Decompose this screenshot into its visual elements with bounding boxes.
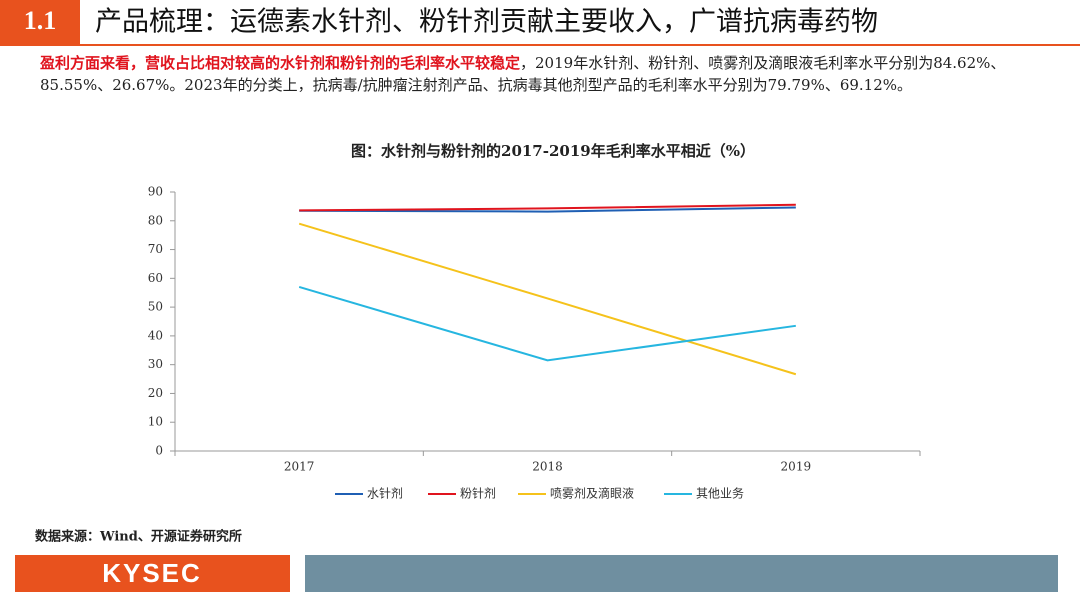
legend-label: 喷雾剂及滴眼液 — [550, 486, 634, 501]
series-line — [298, 286, 796, 362]
y-tick-label: 10 — [148, 415, 163, 429]
series-line — [298, 222, 797, 376]
paragraph: 盈利方面来看，营收占比相对较高的水针剂和粉针剂的毛利率水平较稳定，2019年水针… — [40, 52, 1050, 96]
y-tick-label: 20 — [148, 386, 163, 400]
paragraph-text: ，2019年水针剂、粉针剂、喷雾剂及滴眼液毛利率水平分别为84.62%、85.5… — [40, 54, 1006, 94]
footer-logo: KYSEC — [102, 558, 202, 588]
section-number: 1.1 — [24, 6, 57, 35]
x-tick-label: 2018 — [532, 460, 563, 474]
y-tick-label: 40 — [148, 328, 163, 342]
y-tick-label: 0 — [155, 444, 163, 458]
footer-logo-bg — [15, 555, 290, 592]
y-tick-label: 70 — [148, 242, 163, 256]
y-tick-label: 50 — [148, 300, 163, 314]
legend-label: 水针剂 — [367, 486, 403, 501]
paragraph-box: 盈利方面来看，营收占比相对较高的水针剂和粉针剂的毛利率水平较稳定，2019年水针… — [40, 52, 1050, 96]
series-line — [299, 206, 796, 213]
source: 数据来源：Wind、开源证券研究所 — [35, 529, 242, 545]
series-line — [299, 203, 796, 212]
chart-title: 图：水针剂与粉针剂的2017-2019年毛利率水平相近（%） — [351, 142, 755, 160]
x-tick-label: 2019 — [781, 460, 812, 474]
x-tick-label: 2017 — [284, 460, 315, 474]
y-tick-label: 80 — [148, 213, 163, 227]
legend-label: 其他业务 — [696, 486, 744, 501]
y-tick-label: 30 — [148, 357, 163, 371]
y-tick-label: 60 — [148, 271, 163, 285]
slide-title: 产品梳理：运德素水针剂、粉针剂贡献主要收入，广谱抗病毒药物 — [95, 7, 878, 38]
footer-bar — [305, 555, 1058, 592]
paragraph-highlight: 盈利方面来看，营收占比相对较高的水针剂和粉针剂的毛利率水平较稳定 — [40, 54, 521, 72]
header-badge — [0, 0, 80, 44]
y-tick-label: 90 — [148, 185, 163, 199]
legend-label: 粉针剂 — [460, 486, 496, 501]
